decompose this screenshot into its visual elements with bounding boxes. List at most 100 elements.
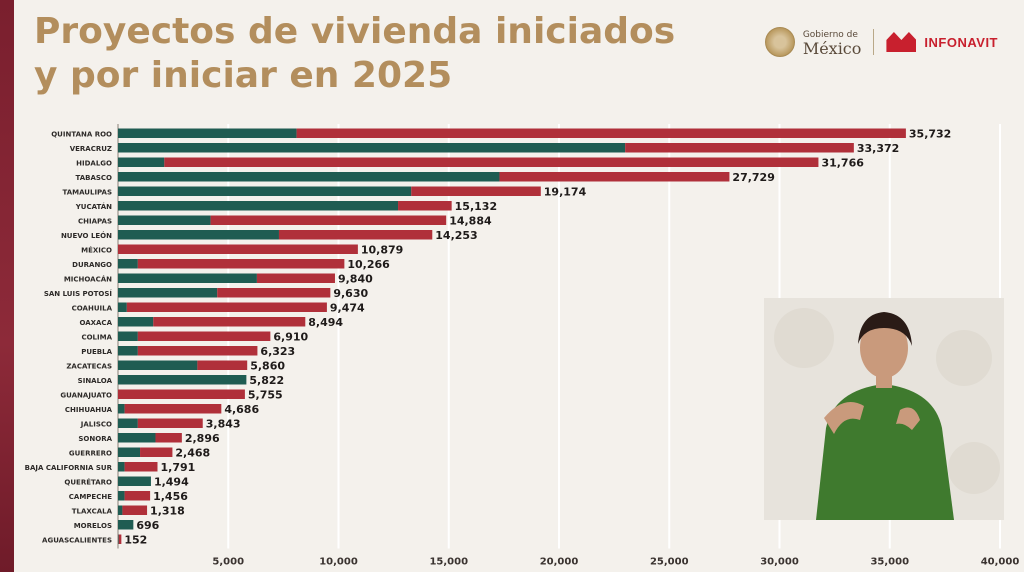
category-label: SONORA <box>78 435 112 443</box>
bar-iniciados <box>118 375 247 385</box>
category-label: YUCATÁN <box>75 202 112 211</box>
data-label: 9,474 <box>330 301 365 314</box>
category-label: TABASCO <box>75 174 112 182</box>
data-label: 35,732 <box>909 127 951 140</box>
category-label: BAJA CALIFORNIA SUR <box>25 464 113 472</box>
x-tick-label: 25,000 <box>650 557 689 568</box>
bar-iniciados <box>118 215 211 225</box>
bar-por-iniciar <box>118 534 122 544</box>
category-label: QUERÉTARO <box>64 477 112 486</box>
bar-por-iniciar <box>256 273 335 283</box>
category-label: SINALOA <box>78 377 113 385</box>
bar-iniciados <box>118 331 138 341</box>
category-label: COLIMA <box>81 333 112 341</box>
category-label: MÉXICO <box>81 245 112 254</box>
bar-por-iniciar <box>137 331 271 341</box>
infonavit-logo-text: INFONAVIT <box>924 34 998 50</box>
bar-por-iniciar <box>137 259 345 269</box>
bar-iniciados <box>118 157 165 167</box>
x-tick-label: 15,000 <box>429 557 468 568</box>
bar-por-iniciar <box>118 389 245 399</box>
bar-por-iniciar <box>124 491 151 501</box>
category-label: ZACATECAS <box>66 362 112 370</box>
data-label: 696 <box>136 519 159 532</box>
data-label: 33,372 <box>857 142 899 155</box>
bar-iniciados <box>118 433 156 443</box>
category-label: VERACRUZ <box>70 145 112 153</box>
bar-iniciados <box>118 259 138 269</box>
category-label: HIDALGO <box>76 159 112 167</box>
data-label: 2,896 <box>185 432 220 445</box>
bar-iniciados <box>118 491 125 501</box>
category-label: MICHOACÁN <box>64 274 112 283</box>
data-label: 1,791 <box>160 461 195 474</box>
bar-iniciados <box>118 273 257 283</box>
bar-por-iniciar <box>118 244 358 254</box>
bar-iniciados <box>118 201 399 211</box>
bar-por-iniciar <box>278 230 433 240</box>
x-tick-label: 35,000 <box>870 557 909 568</box>
bar-iniciados <box>118 186 412 196</box>
decorative-side-strip <box>0 0 14 572</box>
data-label: 3,843 <box>206 417 241 430</box>
bar-por-iniciar <box>124 462 158 472</box>
bar-iniciados <box>118 302 127 312</box>
logo-separator <box>873 29 875 55</box>
category-label: AGUASCALIENTES <box>42 536 112 544</box>
bar-por-iniciar <box>155 433 182 443</box>
category-label: CHIHUAHUA <box>65 406 113 414</box>
infonavit-house-icon <box>886 32 917 52</box>
x-tick-label: 5,000 <box>212 557 244 568</box>
bar-iniciados <box>118 317 154 327</box>
data-label: 1,318 <box>150 504 185 517</box>
bar-por-iniciar <box>217 288 331 298</box>
bar-iniciados <box>118 128 297 138</box>
category-label: QUINTANA ROO <box>51 130 112 138</box>
category-label: COAHUILA <box>72 304 113 312</box>
bar-por-iniciar <box>140 447 173 457</box>
gobierno-logo-small: Gobierno de <box>802 30 858 40</box>
category-label: TLAXCALA <box>72 507 113 515</box>
bar-iniciados <box>118 360 198 370</box>
x-tick-label: 40,000 <box>981 557 1020 568</box>
category-label: NUEVO LEÓN <box>61 231 112 240</box>
bar-por-iniciar <box>411 186 541 196</box>
data-label: 1,494 <box>154 475 189 488</box>
data-label: 10,879 <box>361 243 403 256</box>
x-tick-label: 20,000 <box>540 557 579 568</box>
logos: Gobierno de México INFONAVIT <box>764 22 998 62</box>
bar-por-iniciar <box>122 505 148 515</box>
category-label: SAN LUIS POTOSÍ <box>44 289 113 298</box>
category-label: JALISCO <box>80 420 112 428</box>
national-seal-icon <box>764 27 795 57</box>
data-label: 31,766 <box>821 156 864 169</box>
bar-por-iniciar <box>499 172 730 182</box>
bar-por-iniciar <box>197 360 248 370</box>
data-label: 5,860 <box>250 359 285 372</box>
bar-por-iniciar <box>137 346 258 356</box>
category-label: CHIAPAS <box>78 217 112 225</box>
bar-por-iniciar <box>210 215 447 225</box>
category-label: CAMPECHE <box>69 493 112 501</box>
bar-por-iniciar <box>164 157 819 167</box>
category-label: GUANAJUATO <box>60 391 112 399</box>
data-label: 14,253 <box>435 229 477 242</box>
category-label: GUERRERO <box>69 449 112 457</box>
data-label: 27,729 <box>732 171 774 184</box>
category-label: MORELOS <box>74 522 112 530</box>
bar-iniciados <box>118 288 218 298</box>
bar-iniciados <box>118 520 134 530</box>
page-title: Proyectos de vivienda iniciados y por in… <box>34 10 675 98</box>
bar-por-iniciar <box>153 317 306 327</box>
x-tick-label: 30,000 <box>760 557 799 568</box>
data-label: 14,884 <box>449 214 492 227</box>
bar-iniciados <box>118 476 151 486</box>
title-line-1: Proyectos de vivienda iniciados <box>34 11 676 52</box>
data-label: 5,822 <box>249 374 284 387</box>
bar-iniciados <box>118 230 279 240</box>
gobierno-logo-big: México <box>802 39 862 58</box>
bar-iniciados <box>118 534 119 544</box>
category-label: OAXACA <box>79 319 112 327</box>
category-label: DURANGO <box>72 261 112 269</box>
